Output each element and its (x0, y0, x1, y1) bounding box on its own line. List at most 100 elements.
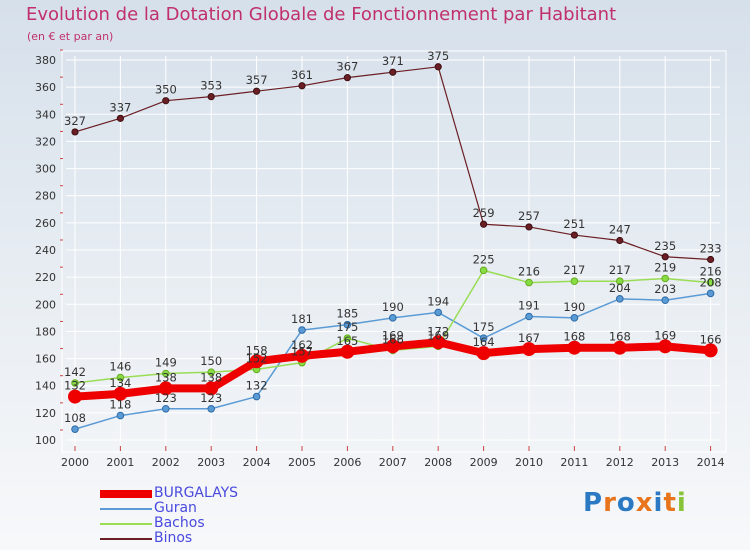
data-point-guran (525, 312, 533, 321)
data-point-binos (253, 87, 261, 95)
plot-frame (61, 50, 727, 453)
data-point-binos (570, 231, 579, 239)
data-point-bachos (570, 277, 579, 286)
data-point-bachos (661, 274, 670, 283)
data-label-binos: 361 (291, 68, 313, 82)
logo-letter: o (616, 488, 636, 518)
data-point-guran (616, 295, 624, 303)
data-label-burgalays: 158 (246, 343, 268, 357)
data-label-bachos: 217 (609, 263, 631, 277)
y-tick-label: 180 (35, 325, 56, 338)
data-point-burgalays (522, 342, 536, 357)
data-label-burgalays: 164 (473, 335, 495, 349)
x-tick-label: 2008 (424, 456, 452, 469)
data-point-burgalays (204, 381, 219, 396)
y-tick-label: 260 (35, 217, 56, 230)
data-label-burgalays: 138 (200, 370, 222, 384)
x-tick-label: 2007 (379, 456, 407, 469)
data-label-bachos: 152 (246, 351, 268, 365)
data-point-guran (116, 411, 125, 420)
data-label-burgalays: 166 (700, 332, 722, 346)
data-point-burgalays (385, 339, 400, 354)
data-label-binos: 337 (109, 100, 131, 114)
x-tick-label: 2005 (288, 456, 316, 469)
x-tick-label: 2003 (197, 456, 225, 469)
data-point-burgalays (295, 348, 309, 363)
legend-swatch-burgalays (100, 489, 152, 498)
data-label-bachos: 169 (427, 328, 449, 342)
data-point-binos (162, 97, 170, 105)
legend-item-burgalays[interactable]: BURGALAYS (100, 486, 238, 501)
data-label-bachos: 149 (155, 356, 177, 370)
data-label-bachos: 216 (700, 265, 722, 279)
data-point-binos (661, 253, 669, 261)
x-tick-label: 2010 (515, 456, 543, 469)
data-point-guran (207, 404, 215, 413)
legend-swatch-binos (100, 537, 152, 540)
data-point-binos (343, 74, 351, 82)
x-tick-label: 2002 (152, 456, 180, 469)
x-tick-label: 2004 (243, 456, 271, 469)
data-label-bachos: 217 (563, 263, 585, 277)
data-label-guran: 204 (609, 281, 631, 295)
y-tick-label: 220 (35, 271, 56, 284)
data-point-guran (343, 320, 352, 329)
data-label-binos: 367 (336, 60, 358, 74)
data-label-burgalays: 134 (109, 376, 131, 390)
data-point-burgalays (476, 346, 491, 361)
data-label-bachos: 175 (336, 320, 358, 334)
x-tick-label: 2014 (697, 456, 725, 469)
data-point-guran (298, 326, 306, 334)
data-point-guran (706, 289, 715, 298)
data-label-burgalays: 169 (654, 328, 676, 342)
data-point-binos (389, 68, 397, 76)
data-label-burgalays: 169 (382, 328, 404, 342)
data-label-binos: 259 (473, 206, 495, 220)
data-point-guran (389, 314, 397, 322)
y-tick-label: 300 (35, 163, 56, 176)
x-tick-label: 2011 (560, 456, 588, 469)
data-point-binos (616, 236, 624, 245)
data-label-bachos: 225 (473, 252, 495, 266)
data-label-burgalays: 132 (64, 379, 86, 393)
data-point-guran (570, 314, 579, 322)
data-point-burgalays (703, 343, 718, 358)
data-label-binos: 257 (518, 209, 540, 223)
data-label-binos: 233 (700, 242, 722, 256)
data-label-burgalays: 165 (336, 334, 358, 348)
data-label-binos: 353 (200, 79, 222, 93)
data-label-burgalays: 167 (518, 331, 540, 345)
data-label-burgalays: 168 (609, 330, 631, 344)
data-point-bachos (706, 278, 715, 287)
data-label-guran: 118 (109, 398, 131, 412)
x-tick-label: 2001 (106, 456, 134, 469)
data-label-binos: 371 (382, 54, 404, 68)
data-point-bachos (207, 368, 215, 376)
x-tick-label: 2012 (606, 456, 634, 469)
data-point-guran (162, 404, 170, 413)
data-label-binos: 235 (654, 239, 676, 253)
data-label-bachos: 150 (200, 354, 222, 368)
legend-item-bachos[interactable]: Bachos (100, 516, 238, 531)
data-point-binos (480, 220, 488, 228)
legend: BURGALAYS Guran Bachos Binos (100, 486, 238, 546)
data-label-guran: 123 (200, 391, 222, 405)
logo-letter: i (676, 488, 687, 518)
data-point-burgalays (658, 339, 673, 354)
data-label-guran: 175 (473, 320, 495, 334)
data-label-binos: 350 (155, 83, 177, 97)
data-point-burgalays (68, 389, 82, 404)
legend-item-binos[interactable]: Binos (100, 531, 238, 546)
y-tick-label: 240 (35, 244, 56, 257)
y-tick-label: 100 (35, 434, 56, 447)
legend-item-guran[interactable]: Guran (100, 501, 238, 516)
data-label-guran: 108 (64, 411, 86, 425)
legend-label-bachos: Bachos (154, 515, 205, 531)
chart-title: Evolution de la Dotation Globale de Fonc… (26, 4, 617, 25)
data-point-binos (707, 255, 715, 264)
data-point-bachos (525, 278, 533, 287)
data-label-guran: 132 (246, 379, 268, 393)
data-point-bachos (343, 334, 352, 343)
data-label-bachos: 219 (654, 261, 676, 275)
data-label-guran: 191 (518, 299, 540, 313)
